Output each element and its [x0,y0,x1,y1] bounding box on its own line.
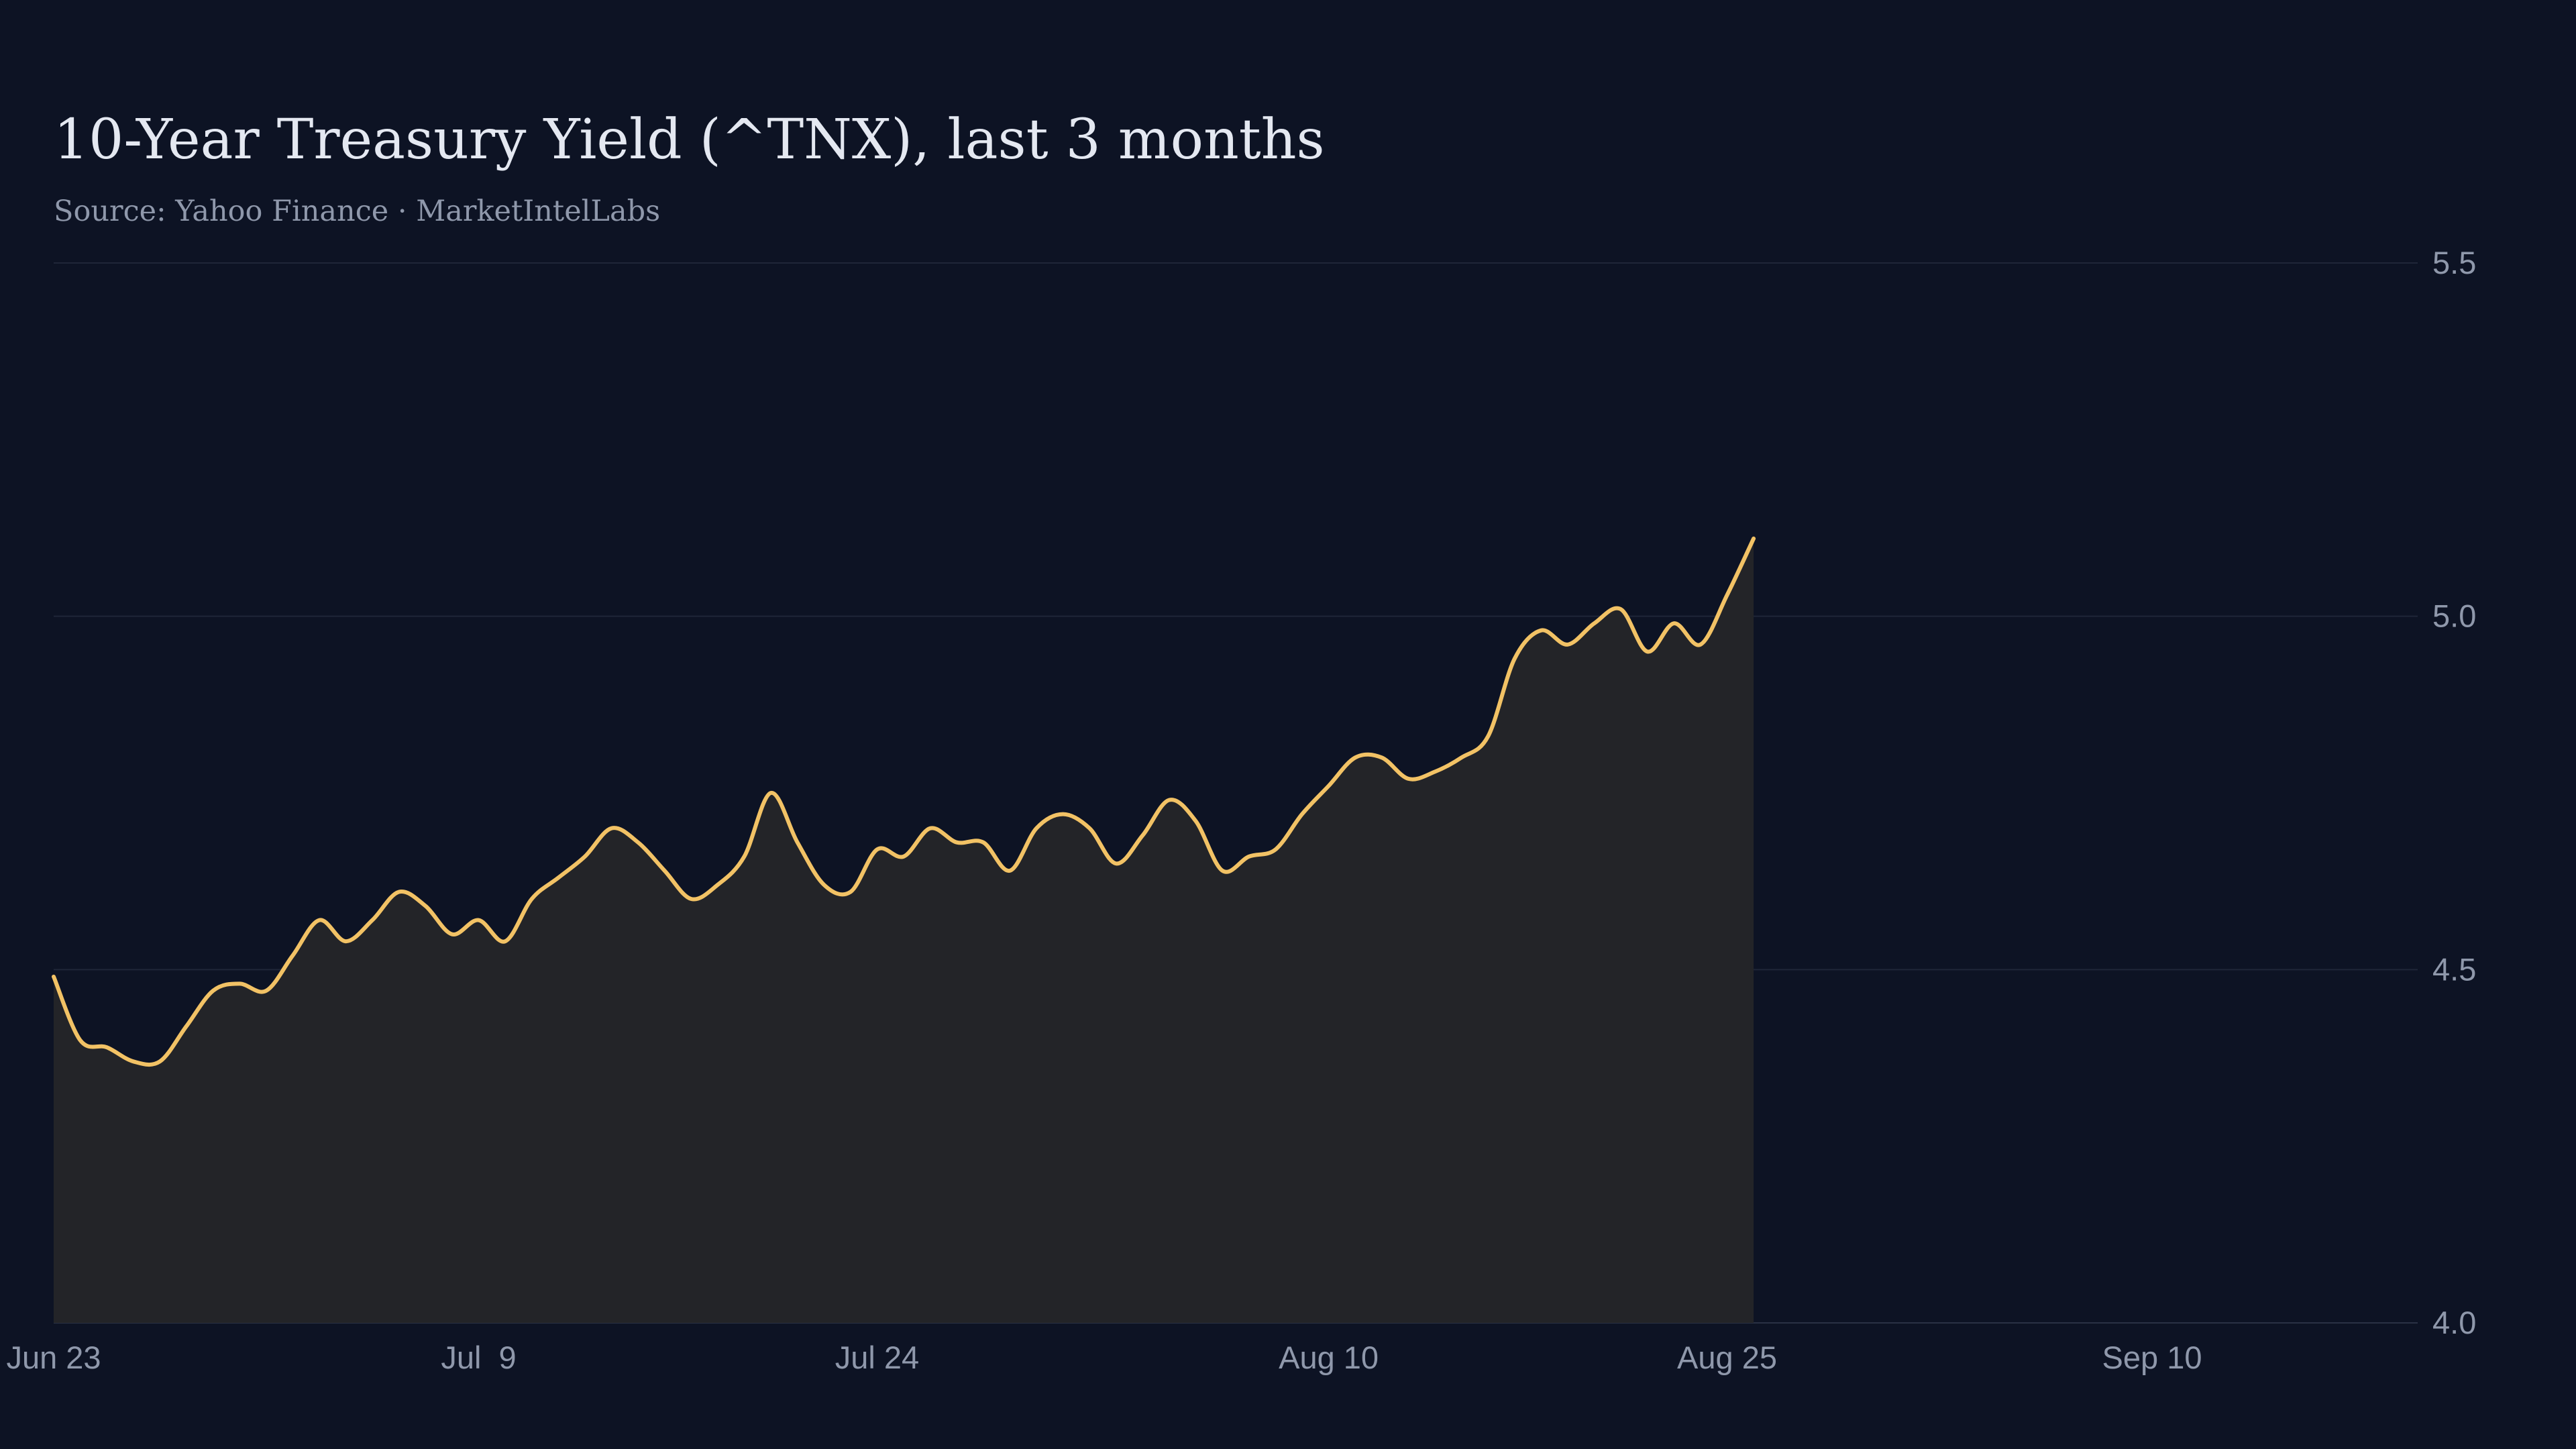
y-tick-label: 4.0 [2432,1305,2476,1340]
y-tick-label: 5.5 [2432,245,2476,280]
x-tick-label: Jul 9 [441,1340,516,1375]
yield-line [52,536,1756,1067]
chart-title: 10-Year Treasury Yield (^TNX), last 3 mo… [54,108,1325,172]
x-axis-ticks: Jun 23 Jul 9 Jul 24 Aug 10 Aug 25 Sep 10 [6,1340,2202,1375]
x-tick-label: Jun 23 [6,1340,101,1375]
x-tick-label: Jul 24 [835,1340,919,1375]
area-fill [54,538,1754,1323]
x-tick-label: Sep 10 [2102,1340,2202,1375]
y-tick-label: 5.0 [2432,598,2476,634]
series-line [52,536,1756,1067]
x-tick-label: Aug 25 [1677,1340,1777,1375]
y-axis-ticks: 4.0 4.5 5.0 5.5 [2432,245,2476,1340]
chart-subtitle: Source: Yahoo Finance · MarketIntelLabs [54,195,661,228]
yield-area [54,538,1754,1323]
x-tick-label: Aug 10 [1279,1340,1379,1375]
y-tick-label: 4.5 [2432,951,2476,987]
